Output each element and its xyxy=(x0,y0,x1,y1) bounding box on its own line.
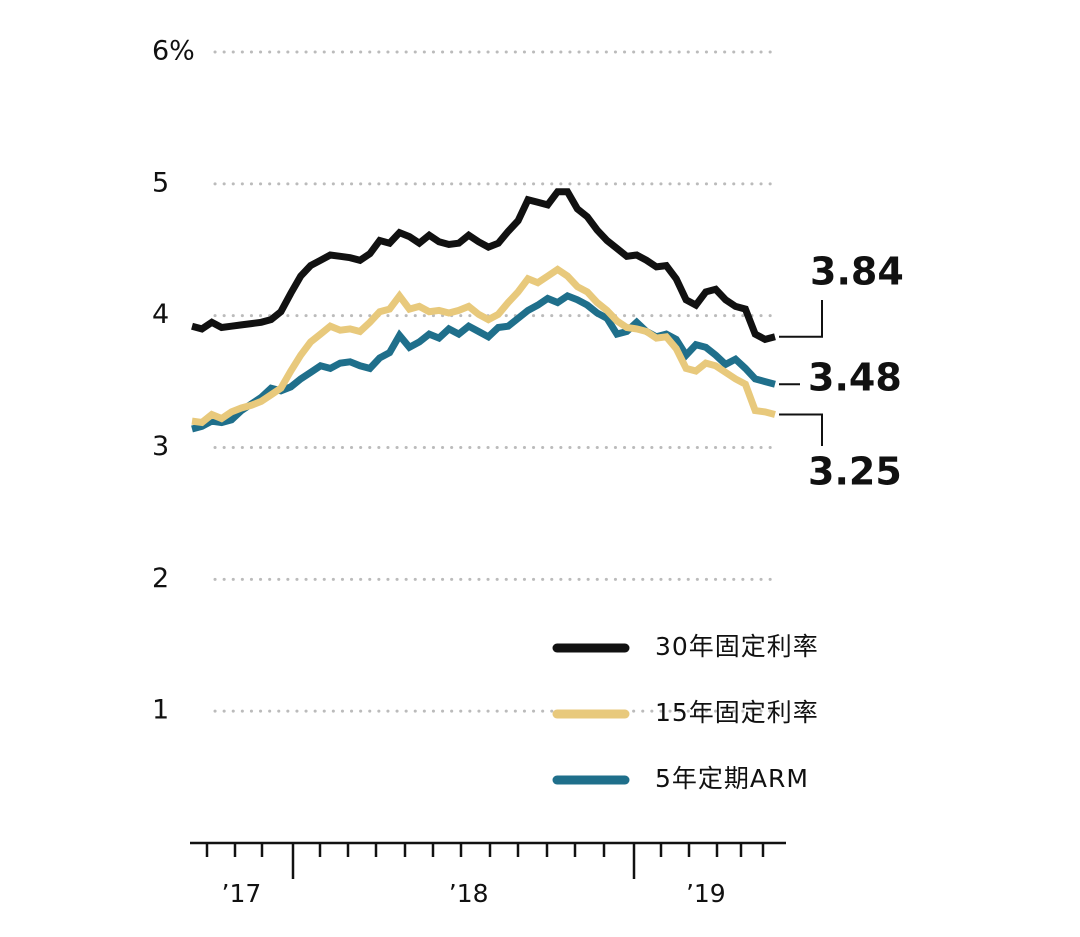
y-tick-label: 5 xyxy=(152,167,169,198)
x-tick-label: ’19 xyxy=(686,879,726,908)
legend-label: 15年固定利率 xyxy=(655,698,819,727)
y-tick-label: 6% xyxy=(152,36,195,67)
label-connector xyxy=(779,413,823,446)
end-label: 3.48 xyxy=(808,356,902,400)
y-tick-label: 2 xyxy=(152,563,169,594)
label-connector xyxy=(779,300,823,338)
end-label: 3.84 xyxy=(810,250,904,294)
series-line xyxy=(191,291,776,433)
x-tick-label: ’17 xyxy=(222,879,262,908)
end-label: 3.25 xyxy=(808,450,902,494)
series-line xyxy=(191,265,776,427)
series-line xyxy=(191,188,776,344)
legend-label: 30年固定利率 xyxy=(655,632,819,661)
y-tick-label: 1 xyxy=(152,695,169,726)
y-tick-label: 3 xyxy=(152,431,169,462)
y-tick-label: 4 xyxy=(152,299,169,330)
legend-label: 5年定期ARM xyxy=(655,764,809,793)
x-tick-label: ’18 xyxy=(449,879,489,908)
